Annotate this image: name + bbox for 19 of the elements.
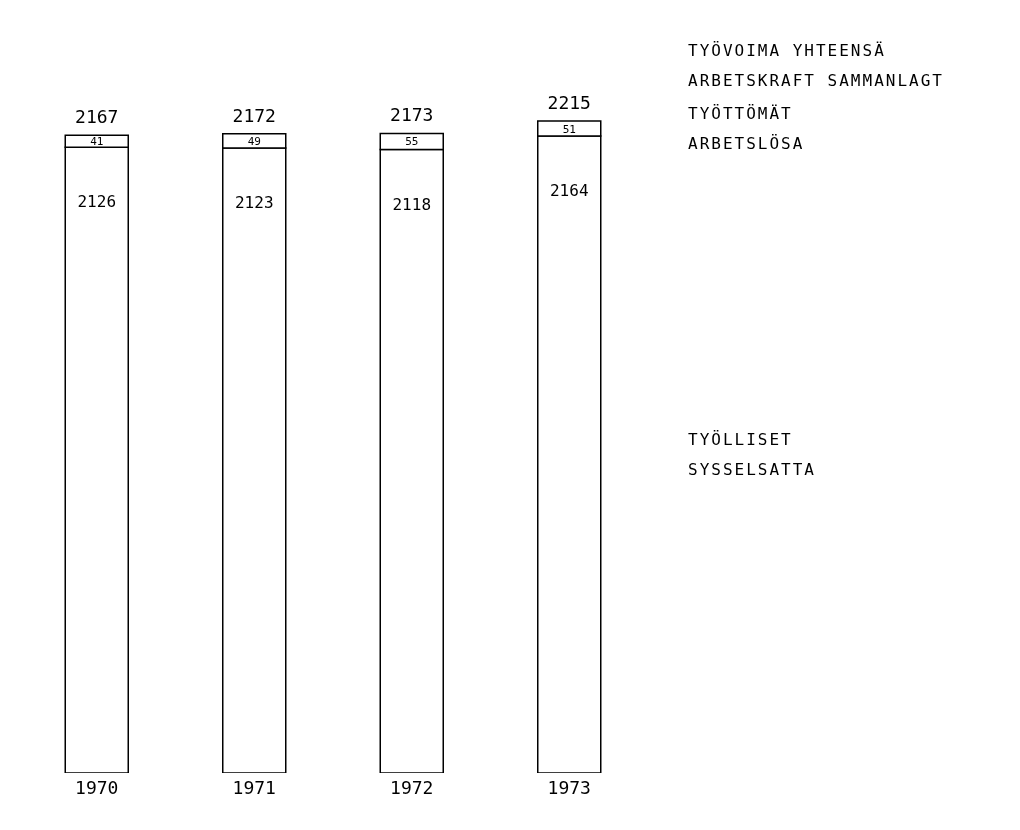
data-label: 2164 [549, 181, 589, 201]
total-label: 2173 [390, 104, 434, 126]
data-label: 51 [562, 122, 576, 136]
total-label: 2167 [75, 106, 119, 128]
x-tick-label: 1972 [390, 776, 434, 798]
data-label: 2123 [234, 193, 274, 213]
text: TYÖVOIMA YHTEENSÄ ARBETSKRAFT SAMMANLAGT [688, 40, 944, 93]
data-label: 49 [247, 134, 261, 148]
x-tick-label: 1973 [547, 776, 591, 798]
data-label: 2118 [392, 194, 432, 214]
data-label: 2126 [77, 192, 117, 212]
total-label: 2172 [232, 104, 276, 126]
x-tick-label: 1971 [232, 776, 276, 798]
total-label: 2215 [547, 92, 591, 114]
data-label: 55 [405, 135, 419, 149]
text: TYÖTTÖMÄT ARBETSLÖSA [688, 102, 805, 155]
data-label: 41 [90, 135, 104, 149]
x-tick-label: 1970 [75, 776, 119, 798]
text: TYÖLLISET SYSSELSATTA [688, 428, 816, 481]
